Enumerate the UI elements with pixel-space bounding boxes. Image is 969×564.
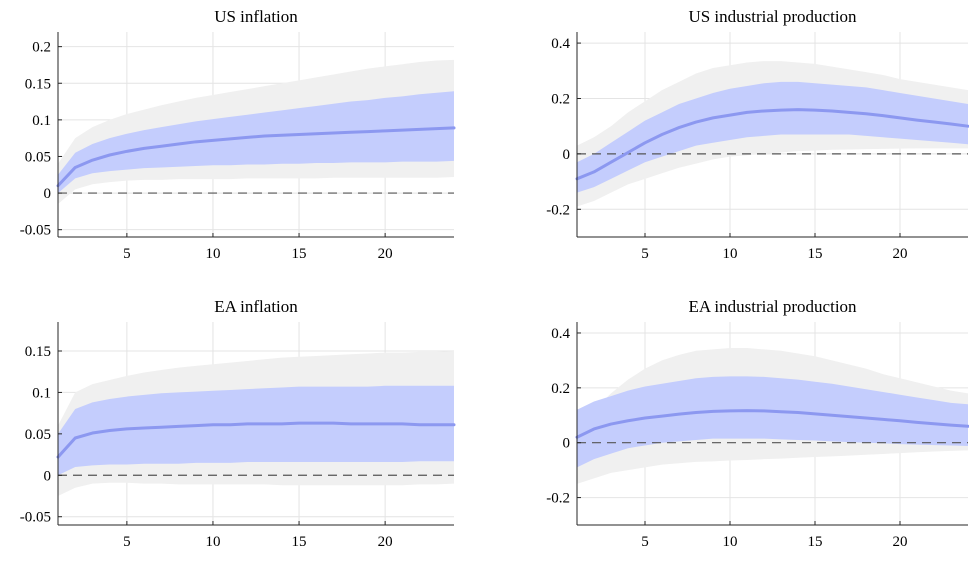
- y-tick-label: 0.15: [25, 344, 51, 360]
- chart-title: US industrial production: [688, 7, 857, 26]
- x-tick-label: 5: [641, 534, 649, 550]
- x-tick-label: 20: [378, 534, 393, 550]
- x-tick-label: 10: [205, 246, 220, 262]
- y-tick-label: 0: [44, 186, 52, 202]
- y-tick-label: -0.2: [546, 202, 570, 218]
- chart-title: EA industrial production: [688, 297, 857, 316]
- y-tick-label: 0.2: [551, 91, 570, 107]
- y-tick-label: 0.4: [551, 36, 570, 52]
- x-tick-label: 15: [292, 534, 307, 550]
- y-tick-label: 0: [563, 436, 571, 452]
- chart-title: US inflation: [214, 7, 298, 26]
- x-tick-label: 20: [893, 246, 908, 262]
- y-tick-label: -0.2: [546, 491, 570, 507]
- median-response-line: [575, 409, 969, 439]
- y-tick-label: 0.2: [551, 381, 570, 397]
- y-tick-label: 0: [563, 147, 571, 163]
- x-tick-label: 20: [378, 246, 393, 262]
- y-tick-label: 0: [44, 468, 52, 484]
- x-tick-label: 5: [123, 534, 131, 550]
- inner-credible-band: [577, 376, 968, 468]
- y-tick-label: 0.05: [25, 427, 51, 443]
- median-response-line: [56, 126, 456, 188]
- y-tick-label: 0.05: [25, 149, 51, 165]
- inner-credible-band: [58, 91, 454, 194]
- chart-title: EA inflation: [214, 297, 298, 316]
- y-tick-label: 0.4: [551, 326, 570, 342]
- y-tick-label: -0.05: [20, 510, 51, 526]
- inner-credible-band: [577, 81, 968, 193]
- inner-credible-band: [58, 385, 454, 476]
- y-tick-label: 0.15: [25, 76, 51, 92]
- x-tick-label: 20: [893, 534, 908, 550]
- panel-ea-industrial-production: EA industrial production 5 10 15 20 -0.2 0 0.2 0…: [546, 297, 969, 550]
- median-response-line: [575, 108, 969, 181]
- x-tick-label: 15: [808, 534, 823, 550]
- x-tick-label: 5: [123, 246, 131, 262]
- y-tick-label: 0.1: [32, 113, 51, 129]
- panel-ea-inflation: EA inflation 5 10 15 20 -0.05 0 0.05 0.1 0.15: [20, 297, 456, 550]
- y-tick-label: -0.05: [20, 223, 51, 239]
- x-tick-label: 15: [808, 246, 823, 262]
- panel-us-industrial-production: US industrial production 5 10 15 20 -0.2 0 0.2 0…: [546, 7, 969, 262]
- y-tick-label: 0.1: [32, 385, 51, 401]
- x-tick-label: 10: [723, 534, 738, 550]
- x-tick-label: 10: [205, 534, 220, 550]
- x-tick-label: 10: [723, 246, 738, 262]
- x-tick-label: 5: [641, 246, 649, 262]
- median-response-line: [56, 421, 456, 459]
- y-tick-label: 0.2: [32, 40, 51, 56]
- x-tick-label: 15: [292, 246, 307, 262]
- panel-us-inflation: US inflation 5 10 15 20 -0.05 0 0.05 0.1 0.15 0.2: [20, 7, 456, 262]
